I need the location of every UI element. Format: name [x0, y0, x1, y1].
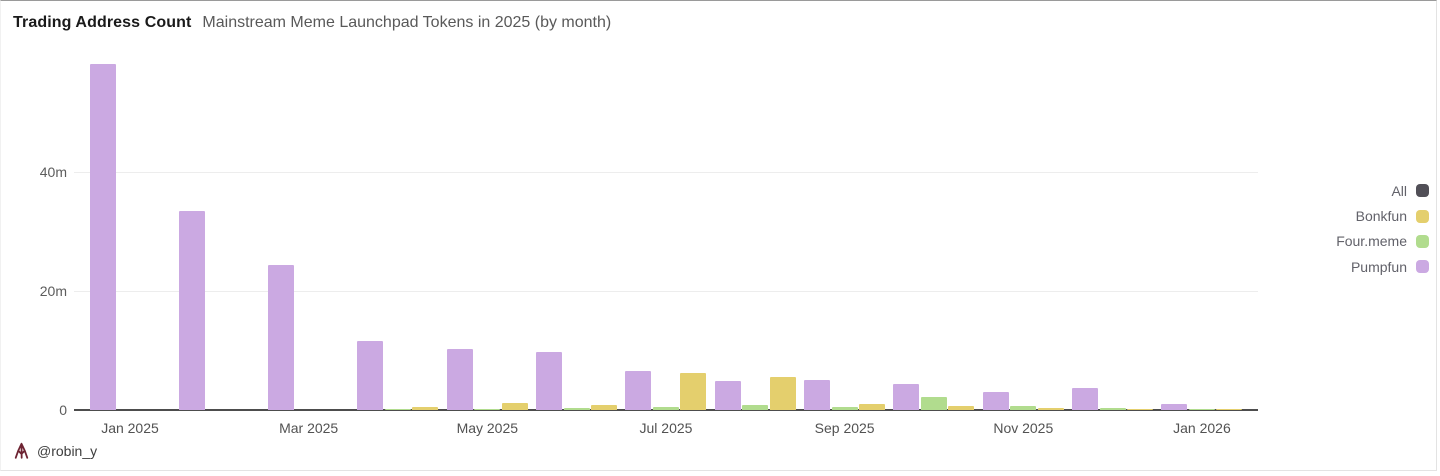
- legend: All Bonkfun Four.meme Pumpfun: [1336, 178, 1429, 280]
- bar-pumpfun-nov-2025[interactable]: [982, 391, 1009, 410]
- footer: @robin_y: [13, 442, 97, 460]
- bar-four-meme-jul-2025[interactable]: [652, 407, 679, 410]
- bar-bonkfun-may-2025[interactable]: [501, 403, 528, 410]
- gridline-20m: [74, 291, 1258, 292]
- bar-bonkfun-jul-2025[interactable]: [680, 372, 707, 410]
- legend-item-all[interactable]: All: [1336, 178, 1429, 203]
- bar-pumpfun-jun-2025[interactable]: [536, 351, 563, 410]
- bar-four-meme-sep-2025[interactable]: [831, 407, 858, 410]
- bar-four-meme-jan-2026[interactable]: [1188, 409, 1215, 410]
- x-tick-label-jan-2025: Jan 2025: [101, 420, 159, 436]
- legend-swatch-bonkfun-icon: [1416, 209, 1429, 223]
- bar-bonkfun-apr-2025[interactable]: [412, 407, 439, 410]
- chart-header: Trading Address Count Mainstream Meme La…: [13, 14, 611, 32]
- legend-item-pumpfun[interactable]: Pumpfun: [1336, 254, 1429, 279]
- bar-four-meme-apr-2025[interactable]: [384, 409, 411, 410]
- x-tick-label-jul-2025: Jul 2025: [639, 420, 693, 436]
- bar-pumpfun-mar-2025[interactable]: [268, 264, 295, 410]
- x-tick-label-jan-2026: Jan 2026: [1173, 420, 1231, 436]
- bar-pumpfun-feb-2025[interactable]: [178, 211, 205, 410]
- bar-pumpfun-aug-2025[interactable]: [714, 381, 741, 410]
- bar-bonkfun-jan-2026[interactable]: [1216, 409, 1243, 410]
- legend-label: All: [1391, 182, 1407, 199]
- x-axis-line: [74, 409, 1258, 411]
- legend-swatch-all-icon: [1416, 184, 1429, 198]
- bar-pumpfun-dec-2025[interactable]: [1072, 387, 1099, 410]
- bar-four-meme-jun-2025[interactable]: [563, 408, 590, 410]
- chart-subtitle: Mainstream Meme Launchpad Tokens in 2025…: [202, 14, 612, 31]
- legend-swatch-pumpfun-icon: [1416, 260, 1429, 274]
- legend-item-fourmeme[interactable]: Four.meme: [1336, 229, 1429, 254]
- bar-bonkfun-aug-2025[interactable]: [769, 376, 796, 410]
- bar-four-meme-nov-2025[interactable]: [1010, 405, 1037, 410]
- bar-pumpfun-jul-2025[interactable]: [625, 370, 652, 410]
- x-tick-label-may-2025: May 2025: [456, 420, 519, 436]
- bar-four-meme-dec-2025[interactable]: [1099, 407, 1126, 410]
- bar-pumpfun-apr-2025[interactable]: [357, 340, 384, 410]
- gridline-40m: [74, 172, 1258, 173]
- bar-pumpfun-sep-2025[interactable]: [804, 380, 831, 410]
- bar-bonkfun-oct-2025[interactable]: [948, 405, 975, 410]
- bar-pumpfun-jan-2025[interactable]: [89, 63, 116, 410]
- x-tick-label-mar-2025: Mar 2025: [279, 420, 339, 436]
- bar-bonkfun-sep-2025[interactable]: [859, 404, 886, 410]
- bar-bonkfun-nov-2025[interactable]: [1037, 407, 1064, 410]
- bar-bonkfun-jun-2025[interactable]: [591, 404, 618, 410]
- bar-bonkfun-dec-2025[interactable]: [1127, 408, 1154, 410]
- legend-label: Pumpfun: [1350, 258, 1407, 275]
- y-tick-label-20m: 20m: [39, 283, 67, 299]
- legend-item-bonkfun[interactable]: Bonkfun: [1336, 203, 1429, 228]
- legend-swatch-fourmeme-icon: [1416, 234, 1429, 248]
- footer-handle: @robin_y: [37, 443, 98, 459]
- bar-four-meme-oct-2025[interactable]: [920, 396, 947, 410]
- bar-four-meme-aug-2025[interactable]: [742, 405, 769, 410]
- y-tick-label-40m: 40m: [39, 164, 67, 180]
- chart-title: Trading Address Count: [13, 14, 192, 31]
- legend-label: Four.meme: [1336, 233, 1407, 250]
- legend-label: Bonkfun: [1355, 208, 1407, 225]
- y-tick-label-0: 0: [59, 402, 67, 418]
- bar-pumpfun-jan-2026[interactable]: [1161, 404, 1188, 410]
- x-tick-label-sep-2025: Sep 2025: [814, 420, 875, 436]
- bar-pumpfun-may-2025[interactable]: [446, 348, 473, 410]
- bar-pumpfun-oct-2025[interactable]: [893, 384, 920, 410]
- x-tick-label-nov-2025: Nov 2025: [993, 420, 1054, 436]
- robin-mascot-icon: [13, 442, 30, 460]
- bar-four-meme-may-2025[interactable]: [474, 408, 501, 410]
